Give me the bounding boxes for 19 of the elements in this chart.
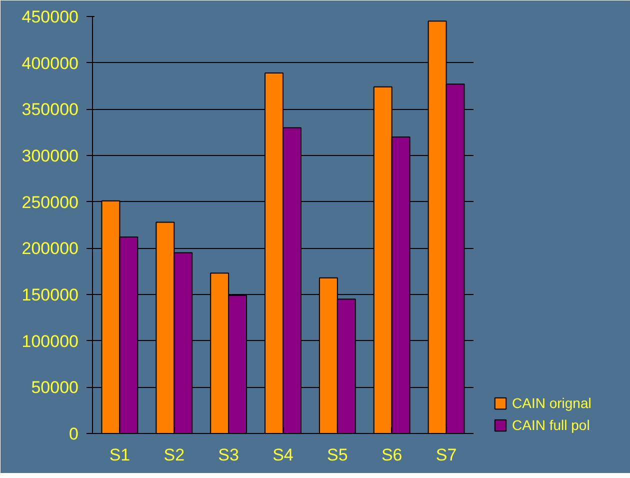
y-tick-label: 250000 <box>22 192 79 212</box>
x-tick-label: S3 <box>218 446 239 464</box>
x-tick-label: S6 <box>381 446 402 464</box>
y-tick-label: 0 <box>69 424 79 444</box>
y-tick-label: 200000 <box>22 239 79 258</box>
y-tick-label: 350000 <box>22 100 79 120</box>
x-tick-label: S4 <box>272 446 294 464</box>
y-tick-label: 400000 <box>22 54 79 73</box>
y-tick-label: 300000 <box>22 146 79 166</box>
y-tick-label: 150000 <box>22 286 79 304</box>
x-tick-label: S2 <box>164 446 185 464</box>
x-tick-label: S1 <box>109 446 130 464</box>
x-tick-label: S5 <box>327 446 348 464</box>
legend-label: CAIN full pol <box>512 417 590 433</box>
x-tick-label: S7 <box>436 446 457 464</box>
y-tick-label: 450000 <box>22 8 79 26</box>
legend-label: CAIN orignal <box>512 395 592 411</box>
y-tick-label: 100000 <box>22 332 79 351</box>
y-tick-label: 50000 <box>31 378 79 398</box>
